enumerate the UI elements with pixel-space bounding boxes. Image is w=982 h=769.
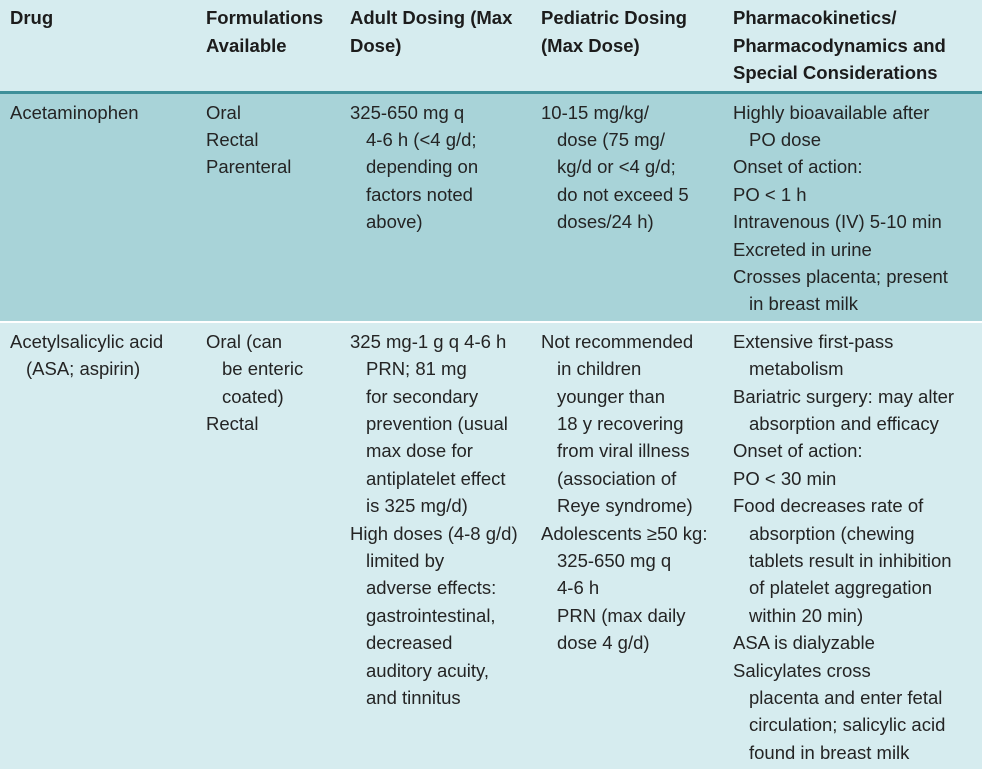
header-line: Formulations [206, 7, 324, 28]
header-pharmacokinetics: Pharmacokinetics/ Pharmacodynamics and S… [723, 0, 982, 94]
cell-line: Intravenous (IV) 5-10 min [733, 211, 942, 233]
cell-line: depending on [366, 156, 479, 178]
header-line: Special Considerations [733, 62, 938, 83]
cell-line: 325-650 mg q [350, 101, 465, 123]
header-line: Dose) [350, 34, 402, 56]
header-line: Pediatric Dosing [541, 7, 687, 28]
cell-line: found in breast milk [749, 741, 910, 763]
cell-line: Food decreases rate of [733, 495, 924, 517]
cell-line: 4-6 h (<4 g/d; [366, 128, 477, 150]
cell-pharmacokinetics: Highly bioavailable after PO dose Onset … [723, 92, 982, 322]
cell-line: Crosses placenta; present [733, 265, 948, 287]
cell-line: 10-15 mg/kg/ [541, 101, 649, 123]
cell-line: Salicylates cross [733, 659, 871, 681]
cell-line: placenta and enter fetal [749, 687, 943, 709]
cell-line: above) [366, 211, 423, 233]
cell-line: Acetylsalicylic acid [10, 330, 164, 352]
cell-line: in children [557, 358, 642, 380]
cell-line: 325 mg-1 g q 4-6 h [350, 330, 507, 352]
cell-line: circulation; salicylic acid [749, 714, 946, 736]
cell-line: antiplatelet effect [366, 467, 506, 489]
cell-line: adverse effects: [366, 577, 497, 599]
cell-line: Onset of action: [733, 156, 863, 178]
cell-adult-dosing: 325 mg-1 g q 4-6 h PRN; 81 mg for second… [340, 320, 531, 769]
cell-line: dose (75 mg/ [557, 128, 665, 150]
cell-drug: Acetylsalicylic acid (ASA; aspirin) [0, 320, 196, 769]
cell-line: max dose for [366, 440, 473, 462]
cell-line: PO < 1 h [733, 183, 807, 205]
cell-line: Acetaminophen [10, 101, 139, 123]
table-row-acetaminophen: Acetaminophen Oral Rectal Parenteral 325… [0, 92, 982, 322]
cell-line: prevention (usual [366, 412, 508, 434]
cell-line: Rectal [206, 412, 259, 434]
cell-line: absorption (chewing [749, 522, 915, 544]
cell-line: 325-650 mg q [557, 550, 672, 571]
header-line: Pharmacokinetics/ [733, 7, 897, 28]
cell-line: Adolescents ≥50 kg: [541, 522, 708, 544]
cell-formulations: Oral Rectal Parenteral [196, 92, 340, 322]
cell-line: Excreted in urine [733, 238, 872, 260]
cell-pediatric-dosing: 10-15 mg/kg/ dose (75 mg/ kg/d or <4 g/d… [531, 92, 723, 322]
cell-line: auditory acuity, [366, 659, 490, 681]
cell-line: doses/24 h) [557, 211, 654, 233]
cell-line: Extensive first-pass [733, 330, 894, 352]
cell-line: ASA is dialyzable [733, 632, 875, 654]
cell-line: PO dose [749, 128, 821, 150]
cell-pediatric-dosing: Not recommended in children younger than… [531, 320, 723, 769]
header-drug: Drug [0, 0, 196, 94]
cell-line: be enteric [222, 358, 304, 380]
cell-line: kg/d or <4 g/d; [557, 156, 676, 178]
cell-line: (association of [557, 467, 677, 489]
cell-drug: Acetaminophen [0, 92, 196, 322]
cell-line: (ASA; aspirin) [26, 358, 141, 380]
cell-line: absorption and efficacy [749, 412, 939, 434]
cell-line: 4-6 h [557, 577, 600, 599]
cell-line: coated) [222, 385, 284, 407]
cell-line: decreased [366, 632, 453, 654]
cell-line: gastrointestinal, [366, 604, 496, 626]
cell-line: from viral illness [557, 440, 690, 462]
header-line: Available [206, 34, 287, 56]
cell-line: High doses (4-8 g/d) [350, 522, 518, 544]
cell-line: Highly bioavailable after [733, 101, 930, 123]
cell-line: Onset of action: [733, 440, 863, 462]
cell-line: and tinnitus [366, 687, 461, 709]
cell-line: in breast milk [749, 293, 858, 315]
cell-line: Parenteral [206, 156, 292, 178]
cell-line: within 20 min) [749, 604, 864, 626]
cell-line: limited by [366, 550, 445, 571]
cell-formulations: Oral (can be enteric coated) Rectal [196, 320, 340, 769]
cell-line: Not recommended [541, 330, 694, 352]
cell-line: PRN (max daily [557, 604, 686, 626]
header-row: Drug Formulations Available Adult Dosing… [0, 0, 982, 94]
cell-pharmacokinetics: Extensive first-pass metabolism Bariatri… [723, 320, 982, 769]
table-row-aspirin: Acetylsalicylic acid (ASA; aspirin) Oral… [0, 320, 982, 769]
header-pediatric-dosing: Pediatric Dosing (Max Dose) [531, 0, 723, 94]
cell-line: Rectal [206, 128, 259, 150]
cell-line: of platelet aggregation [749, 577, 933, 599]
cell-line: tablets result in inhibition [749, 550, 952, 571]
cell-line: Oral [206, 101, 241, 123]
cell-line: Reye syndrome) [557, 495, 693, 517]
header-adult-dosing: Adult Dosing (Max Dose) [340, 0, 531, 94]
cell-line: do not exceed 5 [557, 183, 689, 205]
cell-line: dose 4 g/d) [557, 632, 650, 654]
cell-line: metabolism [749, 358, 844, 380]
cell-line: 18 y recovering [557, 412, 684, 434]
cell-line: PRN; 81 mg [366, 358, 467, 380]
cell-adult-dosing: 325-650 mg q 4-6 h (<4 g/d; depending on… [340, 92, 531, 322]
header-line: Pharmacodynamics and [733, 34, 946, 56]
cell-line: Bariatric surgery: may alter [733, 385, 955, 407]
cell-line: factors noted [366, 183, 473, 205]
header-line: Drug [10, 7, 54, 28]
header-formulations: Formulations Available [196, 0, 340, 94]
header-line: Adult Dosing (Max [350, 7, 513, 28]
cell-line: for secondary [366, 385, 479, 407]
cell-line: Oral (can [206, 330, 283, 352]
header-line: (Max Dose) [541, 34, 640, 56]
cell-line: is 325 mg/d) [366, 495, 468, 517]
cell-line: younger than [557, 385, 666, 407]
cell-line: PO < 30 min [733, 467, 837, 489]
